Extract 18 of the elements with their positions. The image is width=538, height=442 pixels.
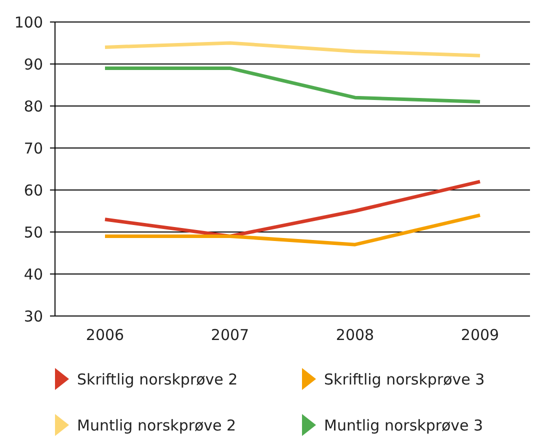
x-tick-label: 2008 (336, 326, 374, 344)
y-tick-label: 80 (24, 97, 43, 116)
x-tick-label: 2009 (460, 326, 500, 344)
line-series (103, 41, 482, 58)
line-series (103, 180, 482, 238)
x-tick-label: 2007 (210, 326, 250, 344)
x-tick-label: 2006 (86, 326, 124, 344)
legend-label: Muntlig norskprøve 2 (77, 416, 236, 434)
y-tick-label: 40 (24, 265, 43, 284)
y-tick-label: 70 (24, 139, 43, 158)
legend-label: Muntlig norskprøve 3 (324, 416, 484, 434)
y-tick-label: 100 (14, 13, 43, 32)
y-tick-label: 90 (24, 55, 43, 74)
y-tick-label: 50 (24, 223, 43, 242)
y-tick-label: 30 (24, 307, 43, 326)
legend-label: Skriftlig norskprøve 2 (77, 370, 238, 388)
y-tick-label: 60 (24, 181, 43, 200)
legend-label: Skriftlig norskprøve 3 (324, 370, 485, 388)
